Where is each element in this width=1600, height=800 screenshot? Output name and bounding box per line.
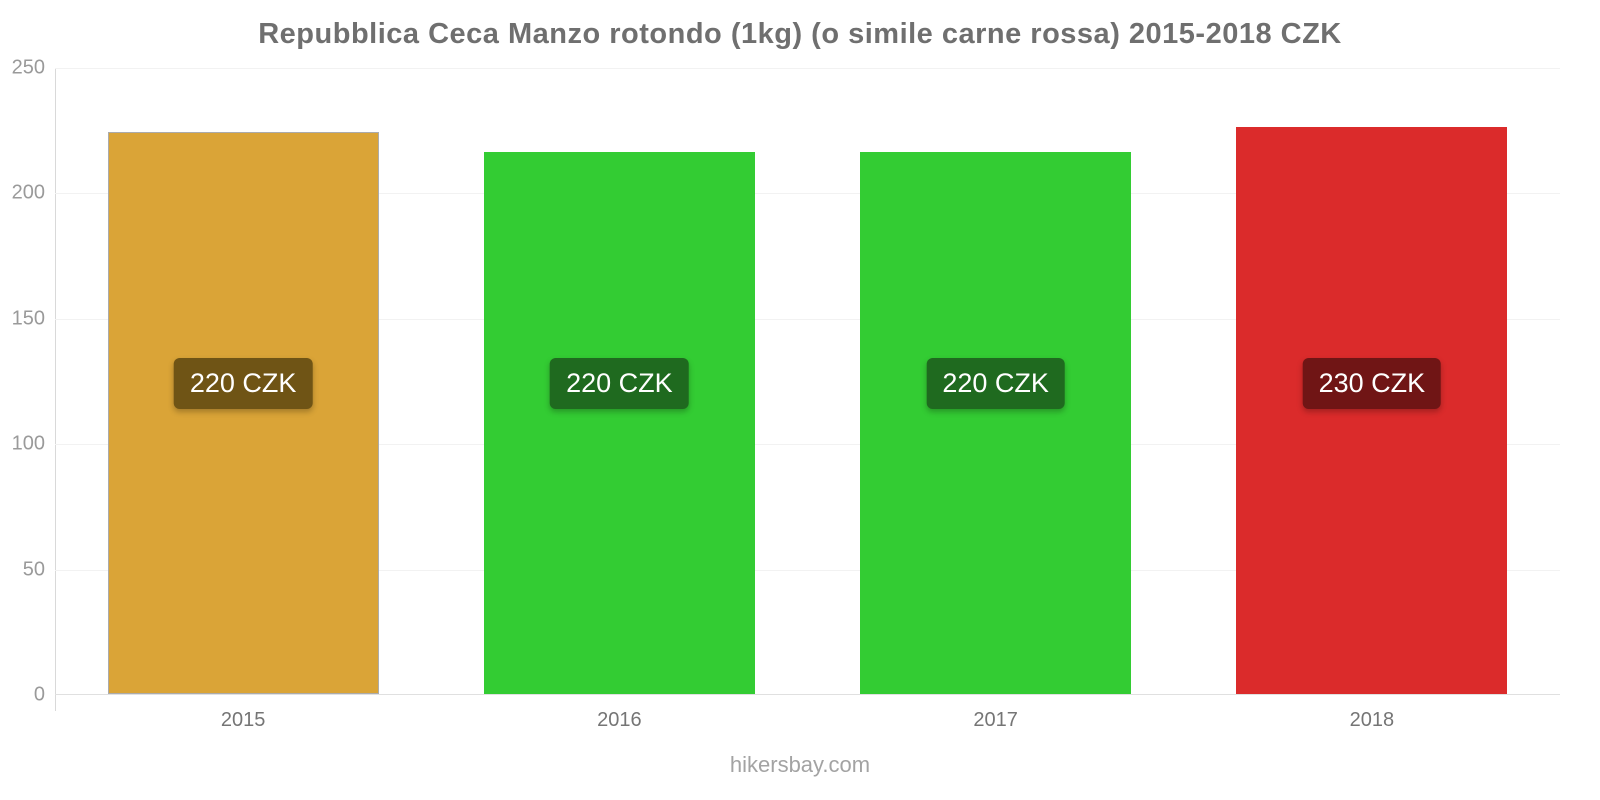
bar-value-label: 220 CZK <box>173 358 313 409</box>
x-axis-tick-label: 2017 <box>973 709 1018 731</box>
y-axis-tick-label: 200 <box>11 181 45 204</box>
gridline <box>55 318 1560 320</box>
y-axis-tick-label: 100 <box>11 432 45 455</box>
bar-2015 <box>107 132 379 694</box>
y-axis-tick-label: 250 <box>11 56 45 79</box>
x-axis-tick-label: 2016 <box>597 709 642 731</box>
gridline <box>55 444 1560 446</box>
gridline <box>55 68 1560 69</box>
y-axis-tick-label: 0 <box>33 683 45 706</box>
bar-2017 <box>860 152 1132 694</box>
bar-value-label: 230 CZK <box>1302 358 1442 409</box>
bar-value-label: 220 CZK <box>926 358 1065 409</box>
gridline <box>55 569 1560 571</box>
bar-value-label: 220 CZK <box>550 358 689 409</box>
chart-title: Repubblica Ceca Manzo rotondo (1kg) (o s… <box>258 18 1342 50</box>
x-axis-line <box>55 694 1560 695</box>
gridline <box>55 193 1560 195</box>
footer-watermark: hikersbay.com <box>729 752 871 777</box>
plot-area: 0 50 100 150 200 250 220 CZK 2015 220 CZK 2016 220… <box>12 57 1560 731</box>
y-axis-line <box>55 68 56 711</box>
bar-2016 <box>483 152 755 694</box>
x-axis-tick-label: 2015 <box>220 709 266 731</box>
y-axis-tick-label: 150 <box>11 307 45 330</box>
x-axis-tick-label: 2018 <box>1349 709 1395 731</box>
bar-2018 <box>1236 127 1508 694</box>
y-axis-tick-label: 50 <box>22 558 45 581</box>
